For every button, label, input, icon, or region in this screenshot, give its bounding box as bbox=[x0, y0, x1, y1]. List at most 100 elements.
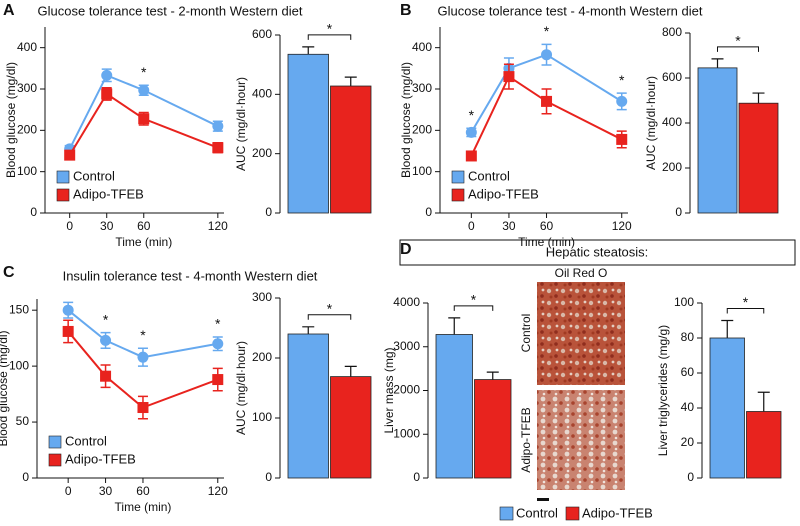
legend-swatch bbox=[451, 170, 465, 184]
y-tick-label: 50 bbox=[16, 414, 30, 428]
chart-title: Glucose tolerance test - 2-month Western… bbox=[38, 3, 303, 18]
y-tick-label: 150 bbox=[9, 302, 29, 316]
y-tick-label: 2000 bbox=[393, 383, 420, 397]
panel-letter: B bbox=[400, 2, 412, 19]
y-axis-label: Liver mass (mg) bbox=[382, 347, 396, 433]
y-tick-label: 400 bbox=[412, 40, 432, 54]
error-bar bbox=[302, 46, 315, 55]
significance-star: * bbox=[327, 21, 333, 37]
series-line bbox=[470, 75, 623, 157]
point bbox=[541, 49, 553, 61]
point bbox=[616, 133, 628, 145]
point bbox=[503, 71, 515, 83]
legend-label: Control bbox=[65, 433, 107, 448]
x-tick-label: 60 bbox=[540, 219, 554, 233]
legend-swatch bbox=[451, 188, 465, 202]
y-tick-label: 600 bbox=[662, 70, 682, 84]
point bbox=[100, 370, 112, 382]
y-tick-label: 0 bbox=[687, 470, 694, 484]
point bbox=[138, 113, 150, 125]
image-title: Oil Red O bbox=[555, 266, 608, 280]
legend-label: Adipo-TFEB bbox=[582, 505, 653, 520]
x-tick-label: 30 bbox=[502, 219, 516, 233]
y-tick-label: 40 bbox=[681, 400, 695, 414]
y-tick-label: 100 bbox=[412, 164, 432, 178]
point bbox=[212, 142, 224, 154]
legend-label: Control bbox=[73, 168, 115, 183]
significance-star: * bbox=[619, 72, 625, 88]
point bbox=[541, 95, 553, 107]
series-line bbox=[470, 53, 623, 133]
legend-label: Adipo-TFEB bbox=[468, 186, 539, 201]
y-tick-label: 0 bbox=[22, 470, 29, 484]
y-axis-label: Blood glucose (mg/dl) bbox=[399, 62, 413, 178]
error-bar bbox=[302, 326, 315, 334]
legend-swatch bbox=[56, 170, 70, 184]
y-tick-label: 0 bbox=[30, 205, 37, 219]
y-tick-label: 400 bbox=[252, 87, 272, 101]
y-tick-label: 200 bbox=[252, 146, 272, 160]
x-tick-label: 30 bbox=[99, 484, 113, 498]
error-bar bbox=[711, 58, 724, 68]
stain-image bbox=[537, 390, 625, 490]
legend-swatch bbox=[48, 453, 62, 467]
bar bbox=[738, 102, 779, 214]
y-tick-label: 1000 bbox=[393, 426, 420, 440]
legend-label: Adipo-TFEB bbox=[65, 451, 136, 466]
series-line bbox=[67, 330, 219, 409]
point bbox=[212, 374, 224, 386]
significance-bracket bbox=[307, 314, 352, 320]
legend-swatch bbox=[48, 435, 62, 449]
bar bbox=[330, 85, 372, 214]
series-line bbox=[67, 309, 218, 359]
x-tick-label: 120 bbox=[612, 219, 632, 233]
y-tick-label: 100 bbox=[17, 164, 37, 178]
point bbox=[62, 325, 74, 337]
y-tick-label: 60 bbox=[681, 365, 695, 379]
point bbox=[616, 95, 628, 107]
chart-title: Glucose tolerance test - 4-month Western… bbox=[438, 3, 703, 18]
point bbox=[465, 150, 477, 162]
error-bar bbox=[344, 76, 357, 87]
panel-letter: D bbox=[400, 241, 412, 258]
y-tick-label: 800 bbox=[662, 25, 682, 39]
error-bar bbox=[486, 371, 499, 380]
y-tick-label: 400 bbox=[17, 40, 37, 54]
image-label: Control bbox=[519, 314, 533, 353]
y-axis-label: Blood glucose (mg/dl) bbox=[0, 330, 10, 446]
panel-letter: A bbox=[3, 2, 15, 19]
y-tick-label: 0 bbox=[413, 470, 420, 484]
y-tick-label: 20 bbox=[681, 435, 695, 449]
x-tick-label: 120 bbox=[208, 484, 228, 498]
bar bbox=[709, 337, 745, 479]
bar bbox=[697, 67, 738, 214]
point bbox=[212, 120, 224, 132]
point bbox=[137, 402, 149, 414]
point bbox=[101, 88, 113, 100]
significance-bracket bbox=[453, 305, 494, 311]
bar bbox=[474, 379, 512, 479]
y-tick-label: 100 bbox=[674, 295, 694, 309]
significance-star: * bbox=[735, 33, 741, 49]
y-tick-label: 80 bbox=[681, 330, 695, 344]
bar bbox=[435, 334, 473, 479]
significance-bracket bbox=[717, 46, 759, 52]
y-tick-label: 300 bbox=[252, 290, 272, 304]
bar bbox=[746, 411, 782, 479]
x-tick-label: 0 bbox=[66, 219, 73, 233]
x-tick-label: 30 bbox=[100, 219, 114, 233]
significance-bracket bbox=[307, 34, 352, 40]
y-tick-label: 3000 bbox=[393, 339, 420, 353]
y-tick-label: 300 bbox=[17, 81, 37, 95]
x-tick-label: 0 bbox=[65, 484, 72, 498]
y-axis-label: AUC (mg/dl·hour) bbox=[234, 341, 248, 435]
significance-star: * bbox=[327, 301, 333, 317]
x-axis-label: Time (min) bbox=[115, 500, 172, 514]
y-tick-label: 100 bbox=[9, 358, 29, 372]
legend-swatch bbox=[565, 506, 580, 521]
y-tick-label: 600 bbox=[252, 27, 272, 41]
error-bar bbox=[448, 317, 461, 335]
point bbox=[212, 338, 224, 350]
point bbox=[138, 84, 150, 96]
significance-star: * bbox=[544, 23, 550, 39]
